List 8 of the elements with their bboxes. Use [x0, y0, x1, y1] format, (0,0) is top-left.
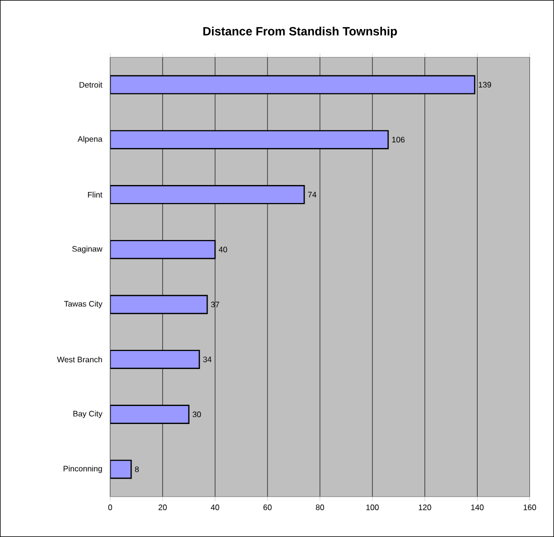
bar: [110, 350, 200, 370]
bar: [110, 185, 305, 204]
bar: [110, 240, 216, 260]
chart-title: Distance From Standish Township: [203, 26, 397, 38]
bar: [110, 404, 190, 424]
bar: [110, 294, 208, 314]
bar: [110, 130, 389, 150]
bar: [110, 75, 476, 94]
